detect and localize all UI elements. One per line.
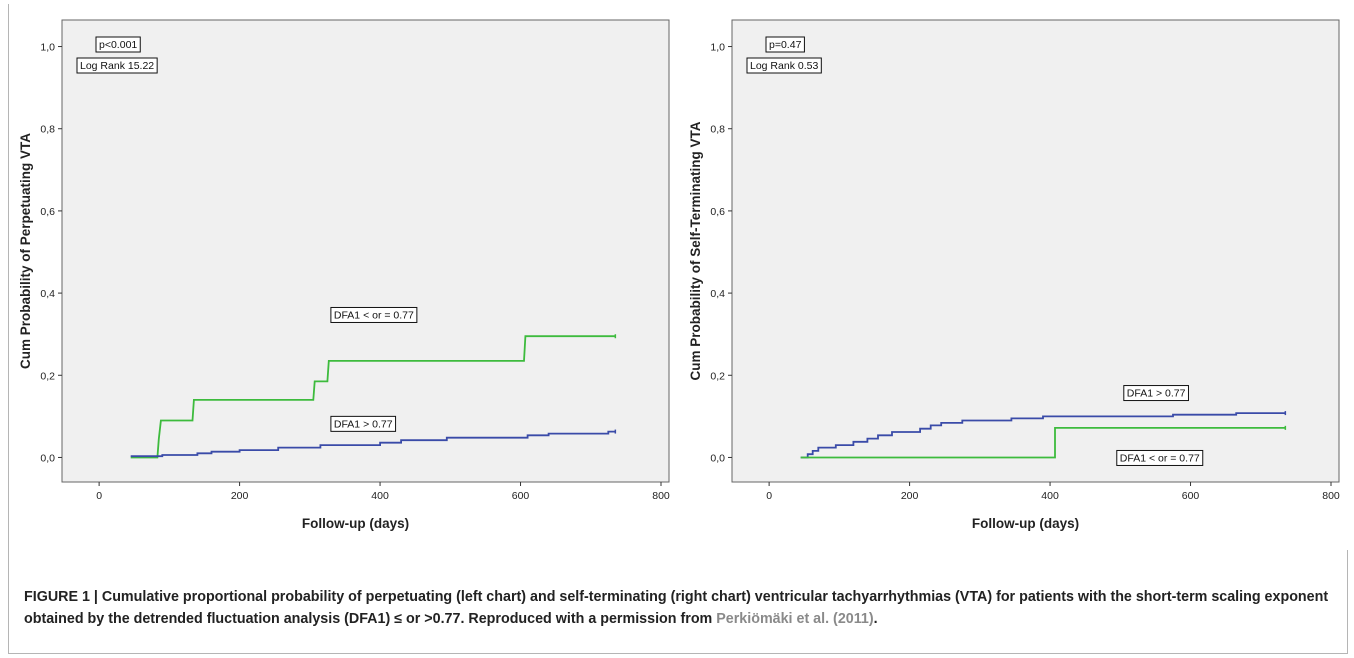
y-tick-label: 0,6: [710, 206, 725, 218]
caption-citation[interactable]: Perkiömäki et al. (2011): [716, 611, 874, 627]
p-value-label: p=0.47: [765, 36, 805, 53]
p-value-label: p<0.001: [95, 36, 141, 53]
y-tick-label: 0,0: [710, 452, 725, 464]
y-axis-label: Cum Probability of Perpetuating VTA: [18, 133, 33, 369]
x-tick-label: 0: [96, 490, 102, 502]
chart-right-svg: 0,0 0,2 0,4 0,6 0,8 1,0 0 200 400 600 800 Follow-up…: [688, 19, 1340, 531]
y-tick-label: 0,0: [40, 452, 55, 464]
series-label: DFA1 < or = 0.77: [1116, 449, 1204, 466]
chart-right: 0,0 0,2 0,4 0,6 0,8 1,0 0 200 400 600 800 Follow-up…: [684, 0, 1349, 550]
series-label-box: [1123, 385, 1189, 402]
series-line-dfa1-0-77: [130, 430, 616, 458]
x-tick-label: 800: [1322, 490, 1340, 502]
x-tick-label: 0: [766, 490, 772, 502]
x-tick-label: 600: [512, 490, 530, 502]
series-label: DFA1 < or = 0.77: [330, 306, 418, 323]
x-tick-label: 200: [901, 490, 919, 502]
figure-caption: FIGURE 1 | Cumulative proportional proba…: [24, 586, 1334, 630]
chart-left: 0,0 0,2 0,4 0,6 0,8 1,0 0 200 400 600 800 Follow-up…: [14, 0, 679, 550]
series-label-text: DFA1 < or = 0.77: [1120, 452, 1200, 464]
x-tick-label: 800: [652, 490, 670, 502]
stat-text: p=0.47: [769, 39, 802, 51]
series-label-text: DFA1 < or = 0.77: [334, 309, 414, 321]
stat-box: [95, 36, 141, 53]
plot-area: [61, 19, 670, 483]
stat-box: [746, 57, 822, 74]
y-tick-label: 0,2: [710, 370, 725, 382]
x-axis-label: Follow-up (days): [972, 516, 1079, 531]
series-label: DFA1 > 0.77: [1123, 385, 1189, 402]
y-tick-label: 0,8: [40, 124, 55, 136]
x-axis-label: Follow-up (days): [302, 516, 409, 531]
stat-text: Log Rank 15.22: [80, 60, 154, 72]
y-tick-label: 0,4: [40, 288, 55, 300]
series-line-dfa1-or-0-77: [130, 335, 616, 459]
caption-end: .: [873, 611, 878, 627]
series-line-dfa1-0-77: [800, 412, 1286, 459]
y-tick-label: 1,0: [40, 42, 55, 54]
series-label-text: DFA1 > 0.77: [334, 418, 393, 430]
series-label-box: [1116, 449, 1204, 466]
y-tick-label: 0,6: [40, 206, 55, 218]
stat-box: [765, 36, 805, 53]
series-label: DFA1 > 0.77: [330, 415, 397, 432]
stat-text: Log Rank 0.53: [750, 60, 818, 72]
series-line-dfa1-or-0-77: [800, 427, 1286, 459]
y-axis-label: Cum Probability of Self-Terminating VTA: [688, 121, 703, 380]
stat-text: p<0.001: [99, 39, 137, 51]
x-tick-label: 400: [371, 490, 389, 502]
chart-left-svg: 0,0 0,2 0,4 0,6 0,8 1,0 0 200 400 600 800 Follow-up…: [18, 19, 670, 531]
plot-area: [731, 19, 1340, 483]
y-tick-label: 0,4: [710, 288, 725, 300]
y-tick-label: 1,0: [710, 42, 725, 54]
x-tick-label: 400: [1041, 490, 1059, 502]
caption-text: FIGURE 1 | Cumulative proportional proba…: [24, 589, 1329, 627]
series-label-box: [330, 415, 397, 432]
y-tick-label: 0,2: [40, 370, 55, 382]
series-label-box: [330, 306, 418, 323]
stat-box: [76, 57, 158, 74]
y-tick-label: 0,8: [710, 124, 725, 136]
log-rank-label: Log Rank 0.53: [746, 57, 822, 74]
log-rank-label: Log Rank 15.22: [76, 57, 158, 74]
x-tick-label: 600: [1182, 490, 1200, 502]
series-label-text: DFA1 > 0.77: [1127, 388, 1186, 400]
x-tick-label: 200: [231, 490, 249, 502]
